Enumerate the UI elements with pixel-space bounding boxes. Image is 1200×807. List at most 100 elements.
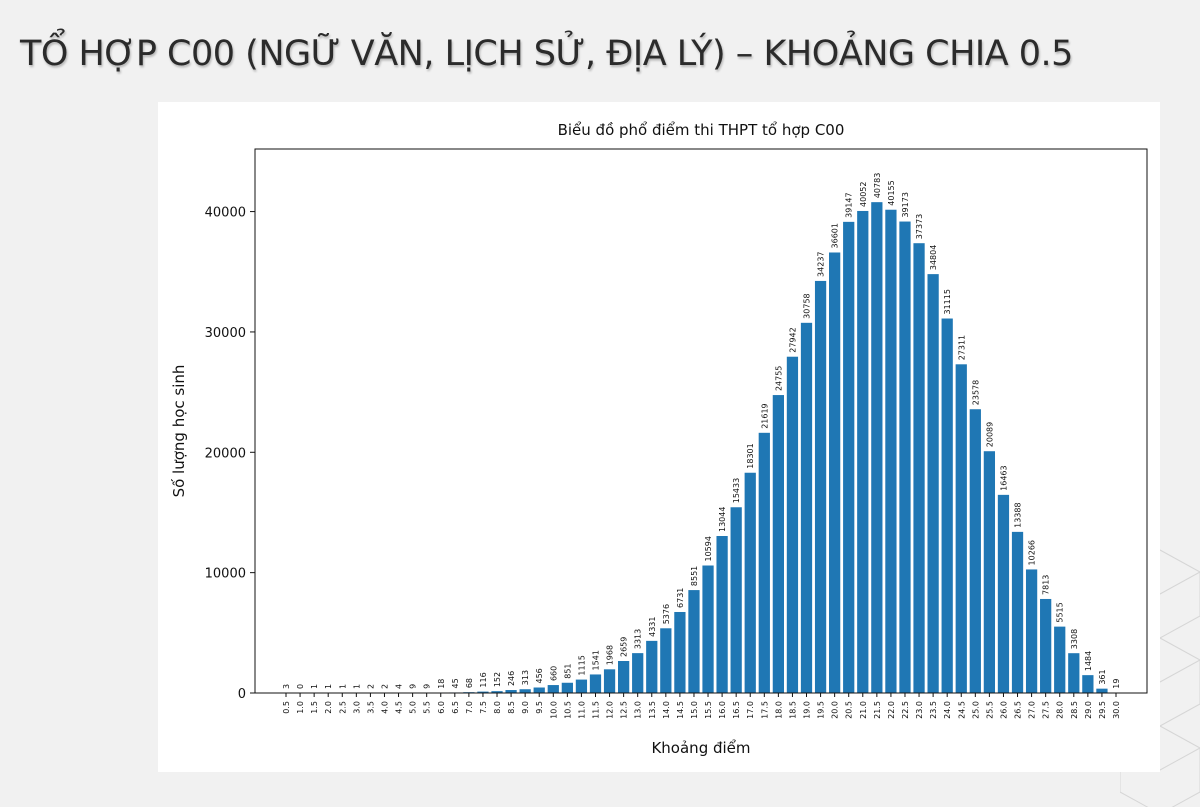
data-label-6.5: 45 xyxy=(451,678,460,688)
x-tick-label-14.5: 14.5 xyxy=(676,701,685,719)
x-tick-label-24.5: 24.5 xyxy=(957,701,966,719)
bar-27.0 xyxy=(1025,569,1038,693)
x-tick-label-21.5: 21.5 xyxy=(873,701,882,719)
x-tick-label-16.0: 16.0 xyxy=(718,701,727,719)
y-tick-label-20000: 20000 xyxy=(205,446,246,461)
data-label-8.0: 152 xyxy=(493,672,502,687)
data-label-12.0: 1968 xyxy=(606,645,615,665)
x-tick-label-11.5: 11.5 xyxy=(591,701,600,719)
data-label-21.5: 40783 xyxy=(873,173,882,198)
x-tick-label-6.5: 6.5 xyxy=(451,701,460,714)
data-label-26.0: 16463 xyxy=(999,465,1008,490)
bar-20.0 xyxy=(829,252,841,694)
x-tick-label-20.0: 20.0 xyxy=(831,701,840,719)
data-label-22.5: 39173 xyxy=(901,192,910,217)
data-label-13.5: 4331 xyxy=(648,617,657,637)
bar-23.5 xyxy=(927,274,939,693)
data-label-16.0: 13044 xyxy=(718,507,727,532)
bar-21.5 xyxy=(871,202,883,693)
slide-title: TỔ HỢP C00 (NGỮ VĂN, LỊCH SỬ, ĐỊA LÝ) – … xyxy=(20,34,1073,74)
bar-26.5 xyxy=(1011,531,1024,693)
x-tick-label-28.0: 28.0 xyxy=(1056,701,1065,719)
x-tick-label-27.0: 27.0 xyxy=(1028,701,1037,719)
bar-19.5 xyxy=(814,280,827,693)
y-tick-label-10000: 10000 xyxy=(205,567,246,582)
bar-20.5 xyxy=(843,221,855,693)
data-label-28.0: 5515 xyxy=(1056,602,1065,622)
data-label-13.0: 3313 xyxy=(634,629,643,649)
bar-25.5 xyxy=(983,451,996,693)
x-tick-label-15.0: 15.0 xyxy=(690,701,699,719)
x-tick-label-6.0: 6.0 xyxy=(437,701,446,714)
x-tick-label-11.0: 11.0 xyxy=(577,701,586,719)
x-tick-label-29.0: 29.0 xyxy=(1084,701,1093,719)
bar-29.0 xyxy=(1082,675,1094,693)
bar-18.0 xyxy=(772,395,784,693)
bar-16.0 xyxy=(716,536,728,693)
data-label-23.5: 34804 xyxy=(929,245,938,270)
bar-7.5 xyxy=(477,691,489,693)
data-label-20.5: 39147 xyxy=(845,192,854,217)
x-tick-label-12.5: 12.5 xyxy=(620,701,629,719)
chart-panel: Biểu đồ phổ điểm thi THPT tổ hợp C00 Kho… xyxy=(158,102,1160,772)
bar-9.5 xyxy=(533,687,545,693)
x-tick-label-15.5: 15.5 xyxy=(704,701,713,719)
data-label-1.0: 0 xyxy=(296,684,305,689)
data-label-6.0: 18 xyxy=(437,679,446,689)
bar-13.0 xyxy=(632,653,644,693)
y-axis: 0 10000 20000 30000 40000 xyxy=(205,206,255,702)
bar-11.5 xyxy=(589,674,602,693)
x-tick-label-2.0: 2.0 xyxy=(324,701,333,714)
bar-8.5 xyxy=(505,690,517,693)
x-tick-label-23.0: 23.0 xyxy=(915,701,924,719)
y-tick-label-30000: 30000 xyxy=(205,326,246,341)
data-label-19.5: 34237 xyxy=(817,251,826,276)
x-tick-label-1.5: 1.5 xyxy=(310,701,319,714)
x-tick-label-22.5: 22.5 xyxy=(901,701,910,719)
bar-28.0 xyxy=(1054,626,1066,693)
x-tick-label-0.5: 0.5 xyxy=(282,701,291,714)
data-label-30.0: 19 xyxy=(1112,679,1121,689)
bar-12.5 xyxy=(618,661,630,693)
data-label-2.5: 1 xyxy=(338,684,347,689)
x-tick-label-16.5: 16.5 xyxy=(732,701,741,719)
data-label-29.5: 361 xyxy=(1098,669,1107,684)
bar-19.0 xyxy=(800,322,813,693)
x-tick-label-2.5: 2.5 xyxy=(338,701,347,714)
x-tick-label-8.0: 8.0 xyxy=(493,701,502,714)
x-tick-label-14.0: 14.0 xyxy=(662,701,671,719)
x-tick-label-26.5: 26.5 xyxy=(1014,701,1023,719)
bar-10.5 xyxy=(561,682,573,693)
data-labels-group: 3 0 1 1 1 1 2 2 4 9 9 18 45 68 116 152 246 313 456 660 851 11… xyxy=(282,173,1121,689)
x-axis-label: Khoảng điểm xyxy=(651,739,750,757)
data-label-10.5: 851 xyxy=(563,663,572,678)
data-label-16.5: 15433 xyxy=(732,478,741,503)
x-tick-label-9.5: 9.5 xyxy=(535,701,544,714)
x-tick-label-10.0: 10.0 xyxy=(549,701,558,719)
data-label-15.5: 10594 xyxy=(704,536,713,561)
data-label-25.0: 23578 xyxy=(971,380,980,405)
chart-title: Biểu đồ phổ điểm thi THPT tổ hợp C00 xyxy=(558,121,845,139)
x-tick-label-22.0: 22.0 xyxy=(887,701,896,719)
x-tick-label-10.5: 10.5 xyxy=(563,701,572,719)
x-tick-label-24.0: 24.0 xyxy=(943,701,952,719)
x-tick-label-9.0: 9.0 xyxy=(521,701,530,714)
x-tick-label-27.5: 27.5 xyxy=(1042,701,1051,719)
x-tick-label-1.0: 1.0 xyxy=(296,701,305,714)
data-label-29.0: 1484 xyxy=(1084,651,1093,671)
data-label-28.5: 3308 xyxy=(1070,629,1079,649)
data-label-14.5: 6731 xyxy=(676,588,685,608)
x-tick-label-20.5: 20.5 xyxy=(845,701,854,719)
bar-9.0 xyxy=(519,689,531,693)
x-tick-label-3.0: 3.0 xyxy=(352,701,361,714)
data-label-27.0: 10266 xyxy=(1028,540,1037,565)
x-tick-label-17.0: 17.0 xyxy=(746,701,755,719)
x-tick-label-21.0: 21.0 xyxy=(859,701,868,719)
bar-25.0 xyxy=(969,409,981,693)
data-label-26.5: 13388 xyxy=(1014,502,1023,527)
x-tick-label-3.5: 3.5 xyxy=(366,701,375,714)
bar-22.0 xyxy=(885,209,897,693)
data-label-5.5: 9 xyxy=(423,684,432,689)
data-label-23.0: 37373 xyxy=(915,214,924,239)
bars-group xyxy=(280,202,1122,694)
